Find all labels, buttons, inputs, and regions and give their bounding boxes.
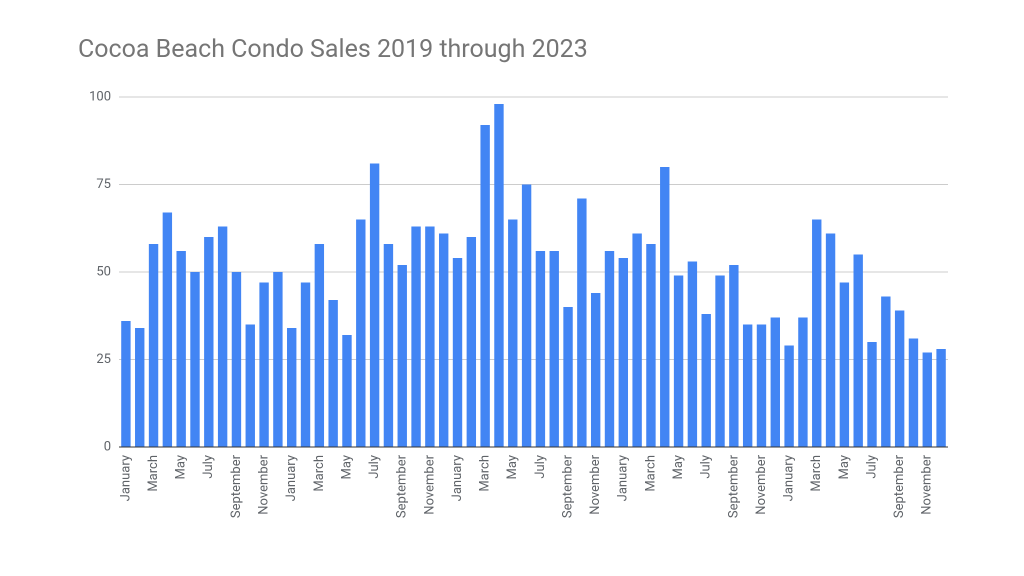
x-tick-label: November [588,454,603,514]
x-tick-label: July [533,455,548,479]
y-tick-label: 25 [96,352,111,367]
x-tick-label: May [505,455,520,479]
bar [853,254,863,447]
bar [936,349,946,447]
bar [480,125,490,447]
bar [287,328,297,447]
x-tick-label: May [174,455,189,479]
bar [438,233,449,447]
bar [742,324,753,447]
bar [508,219,518,447]
bar [259,282,269,447]
bar [452,258,463,447]
x-tick-label: January [616,455,631,501]
x-tick-label: September [395,454,410,518]
bar [701,314,711,447]
bar [812,219,822,447]
x-tick-label: July [201,455,216,479]
bar [273,272,283,447]
x-tick-label: March [643,455,658,492]
bar [646,244,656,447]
x-tick-label: September [726,454,741,518]
x-tick-label: September [229,454,244,518]
bar [342,335,352,447]
bar [231,272,242,447]
bar [466,237,477,447]
bar [756,324,767,447]
bar [604,251,615,447]
x-tick-label: May [671,455,686,479]
x-tick-label: March [312,455,327,492]
x-tick-label: January [782,455,797,501]
x-tick-label: July [864,455,879,479]
bar [328,300,338,447]
bar [839,282,850,447]
bar [425,226,435,447]
x-tick-label: September [560,454,575,518]
bar [687,261,698,447]
y-tick-label: 0 [104,439,111,454]
x-tick-label: January [284,455,299,501]
x-tick-label: March [146,455,161,492]
x-tick-label: September [892,454,907,518]
x-tick-label: March [809,455,824,492]
bar [411,226,421,447]
bar [825,233,836,447]
x-tick-label: November [257,454,272,514]
bar [632,233,642,447]
bar [535,251,546,447]
y-tick-label: 75 [96,177,111,192]
bar [162,212,173,447]
x-tick-label: July [699,455,714,479]
bar [770,317,780,447]
bar [356,219,366,447]
bar [190,272,200,447]
bar [300,282,311,447]
bar [577,198,587,447]
bar [715,275,725,447]
bar [217,226,228,447]
chart-title: Cocoa Beach Condo Sales 2019 through 202… [78,35,588,64]
bar [397,265,407,447]
bar [908,338,919,447]
x-tick-label: November [754,454,769,514]
bar [521,184,532,447]
x-tick-label: November [920,454,935,514]
bar [673,275,684,447]
bar [204,237,214,447]
bar [245,324,255,447]
bar [784,345,794,447]
bar [867,342,877,447]
bar [121,321,131,447]
bar [894,310,905,447]
bar [383,244,394,447]
bar [176,251,186,447]
x-tick-label: January [118,455,133,501]
bar [590,293,601,447]
bar [563,307,573,447]
bar [729,265,739,447]
bar [549,251,559,447]
x-tick-label: July [367,455,382,479]
x-tick-label: November [422,454,437,514]
x-tick-label: May [339,455,354,479]
bar [494,104,504,447]
x-tick-label: January [450,455,465,501]
bar [922,352,932,447]
bar [314,244,325,447]
y-tick-label: 50 [96,264,111,279]
bar [660,167,670,447]
x-tick-label: May [837,455,852,479]
bar [135,328,145,447]
x-tick-label: March [478,455,493,492]
bar [148,244,159,447]
bar [798,317,808,447]
y-tick-label: 100 [89,89,111,104]
bar [618,258,629,447]
bar [881,296,891,447]
bar [369,163,380,447]
